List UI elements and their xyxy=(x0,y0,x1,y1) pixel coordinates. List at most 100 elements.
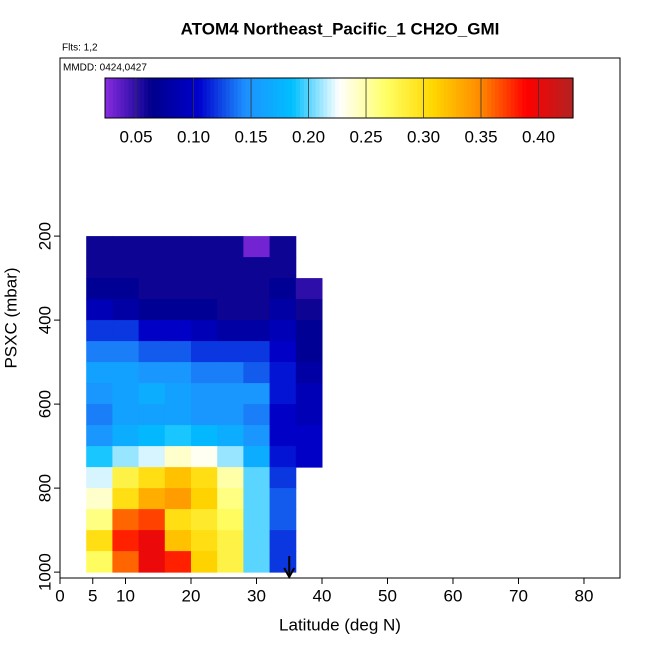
colorbar-swatch xyxy=(471,78,477,118)
x-tick-label: 5 xyxy=(88,586,97,605)
curtain-cell xyxy=(112,320,140,342)
colorbar-swatch xyxy=(128,78,133,118)
curtain-cell xyxy=(269,467,297,489)
curtain-cell xyxy=(295,383,323,405)
colorbar-swatch xyxy=(491,78,496,118)
curtain-cell xyxy=(269,299,297,321)
curtain-cell xyxy=(243,509,271,531)
curtain-cell xyxy=(243,236,271,258)
colorbar-tick-label: 0.35 xyxy=(464,127,497,146)
curtain-cell xyxy=(138,257,166,279)
curtain-cell xyxy=(217,551,244,573)
colorbar-swatch xyxy=(210,78,215,118)
colorbar-swatch xyxy=(237,78,243,118)
curtain-cell xyxy=(164,509,192,531)
curtain-cell xyxy=(243,551,271,573)
colorbar-swatch xyxy=(440,78,445,118)
colorbar-swatch xyxy=(479,78,484,118)
curtain-cell xyxy=(243,320,271,342)
subtitle: Flts: 1,2 xyxy=(62,43,98,54)
x-tick-label: 30 xyxy=(247,586,266,605)
colorbar-swatch xyxy=(428,78,434,118)
colorbar-swatch xyxy=(381,78,387,118)
curtain-cell xyxy=(164,299,192,321)
curtain-cell xyxy=(164,530,192,552)
colorbar-swatch xyxy=(537,78,543,118)
curtain-cell xyxy=(217,257,244,279)
curtain-cell xyxy=(190,488,218,510)
colorbar-swatch xyxy=(436,78,441,118)
curtain-cell xyxy=(217,299,244,321)
colorbar-swatch xyxy=(315,78,321,118)
curtain-cell xyxy=(217,425,244,447)
colorbar-swatch xyxy=(354,78,360,118)
curtain-cell xyxy=(269,551,297,573)
curtain-cell xyxy=(112,509,140,531)
curtain-cell xyxy=(86,404,113,426)
colorbar-swatch xyxy=(214,78,219,118)
colorbar-swatch xyxy=(183,78,188,118)
colorbar-swatch xyxy=(541,78,547,118)
x-tick-label: 40 xyxy=(313,586,332,605)
colorbar-swatch xyxy=(190,78,196,118)
curtain-cell xyxy=(190,299,218,321)
colorbar-swatch xyxy=(385,78,391,118)
curtain-cell xyxy=(112,446,140,468)
colorbar-swatch xyxy=(456,78,461,118)
curtain-cell xyxy=(217,278,244,300)
colorbar-swatch xyxy=(288,78,293,118)
curtain-cell xyxy=(138,446,166,468)
curtain-cell xyxy=(295,278,323,300)
curtain-cell xyxy=(112,530,140,552)
colorbar-swatch xyxy=(444,78,449,118)
curtain-cell xyxy=(112,383,140,405)
curtain-cell xyxy=(217,509,244,531)
curtain-cell xyxy=(138,362,166,384)
curtain-cell xyxy=(164,551,192,573)
colorbar-swatch xyxy=(194,78,200,118)
curtain-cell xyxy=(217,488,244,510)
x-tick-label: 50 xyxy=(378,586,397,605)
curtain-cell xyxy=(190,236,218,258)
colorbar-swatch xyxy=(514,78,519,118)
curtain-cell xyxy=(112,278,140,300)
curtain-cell xyxy=(190,446,218,468)
colorbar-swatch xyxy=(424,78,430,118)
curtain-cell xyxy=(112,551,140,573)
curtain-cell xyxy=(112,404,140,426)
colorbar-swatch xyxy=(448,78,453,118)
x-tick-label: 20 xyxy=(182,586,201,605)
curtain-cell xyxy=(269,257,297,279)
curtain-cell xyxy=(164,383,192,405)
colorbar-swatch xyxy=(108,78,114,118)
colorbar-swatch xyxy=(144,78,149,118)
annotation: MMDD: 0424,0427 xyxy=(63,63,147,74)
curtain-cell xyxy=(243,299,271,321)
colorbar-swatch xyxy=(323,78,328,118)
curtain-cell xyxy=(243,446,271,468)
curtain-cell xyxy=(190,278,218,300)
curtain-cell xyxy=(164,404,192,426)
colorbar-swatch xyxy=(495,78,500,118)
colorbar-swatch xyxy=(397,78,402,118)
colorbar-swatch xyxy=(292,78,297,118)
colorbar-tick-label: 0.25 xyxy=(349,127,382,146)
curtain-cell xyxy=(217,362,244,384)
colorbar-swatch xyxy=(116,78,122,118)
curtain-cell xyxy=(269,362,297,384)
curtain-cell xyxy=(269,383,297,405)
colorbar-swatch xyxy=(319,78,324,118)
colorbar-swatch xyxy=(132,78,137,118)
colorbar-swatch xyxy=(175,78,180,118)
curtain-cell xyxy=(295,404,323,426)
x-tick-label: 10 xyxy=(116,586,135,605)
curtain-cell xyxy=(243,278,271,300)
curtain-cell xyxy=(190,425,218,447)
curtain-cell xyxy=(86,509,113,531)
colorbar-swatch xyxy=(339,78,344,118)
curtain-cell xyxy=(269,509,297,531)
colorbar-swatch xyxy=(459,78,465,118)
colorbar-tick-label: 0.10 xyxy=(177,127,210,146)
x-tick-label: 70 xyxy=(509,586,528,605)
